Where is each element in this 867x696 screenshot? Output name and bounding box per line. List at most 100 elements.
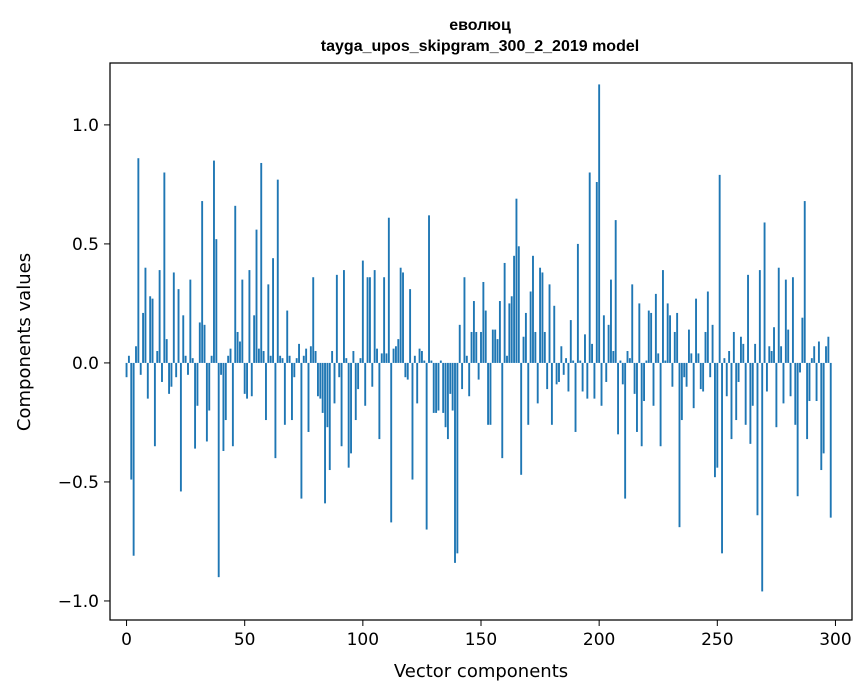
- bar: [714, 362, 716, 478]
- bar: [239, 341, 241, 363]
- y-tick-label: 0.0: [72, 354, 99, 374]
- bar: [229, 348, 232, 363]
- bar: [678, 362, 681, 528]
- bar: [203, 324, 206, 363]
- bar: [430, 360, 433, 363]
- bar: [179, 362, 182, 492]
- bar: [135, 346, 137, 363]
- y-tick-label: 0.5: [72, 235, 99, 255]
- bar: [558, 362, 560, 382]
- bar: [725, 362, 728, 397]
- x-tick-label: 100: [347, 630, 379, 650]
- bar: [333, 362, 336, 404]
- bar: [529, 291, 532, 363]
- bar: [227, 355, 230, 363]
- bar: [817, 341, 820, 363]
- bar: [158, 270, 161, 363]
- bar: [359, 358, 362, 363]
- bar: [801, 317, 804, 363]
- bar: [803, 201, 806, 363]
- bar: [231, 362, 234, 447]
- bar: [397, 339, 400, 363]
- bar: [728, 351, 731, 363]
- bar: [654, 293, 657, 363]
- bar: [472, 301, 475, 363]
- bar: [283, 362, 286, 425]
- bar: [383, 277, 386, 363]
- bar: [246, 362, 248, 399]
- bar: [820, 362, 823, 471]
- bar: [683, 362, 686, 378]
- bar: [399, 267, 402, 363]
- bar: [208, 362, 211, 411]
- bar: [130, 362, 133, 480]
- bar: [156, 351, 159, 363]
- bar: [366, 277, 369, 363]
- bar: [165, 339, 168, 363]
- bar: [241, 279, 244, 363]
- bar: [543, 331, 546, 363]
- bar: [461, 362, 464, 390]
- bar: [612, 351, 615, 363]
- bar: [371, 362, 374, 387]
- x-tick-label: 50: [234, 630, 256, 650]
- bar: [331, 351, 334, 363]
- bar: [406, 362, 409, 380]
- bar: [650, 312, 653, 363]
- bar: [657, 353, 660, 363]
- bar: [626, 351, 629, 363]
- bar: [808, 362, 811, 402]
- bar: [198, 322, 201, 363]
- bar: [392, 348, 395, 363]
- bar: [555, 362, 558, 385]
- bar: [402, 272, 404, 363]
- bar: [699, 362, 702, 390]
- bar: [340, 362, 343, 447]
- bar: [765, 362, 768, 392]
- bar: [739, 336, 742, 363]
- bar: [565, 358, 568, 363]
- bar: [730, 362, 733, 440]
- bar: [813, 346, 816, 363]
- bar: [662, 270, 664, 363]
- bar: [510, 296, 513, 363]
- bar: [685, 362, 688, 387]
- bar: [302, 355, 305, 363]
- bar: [125, 362, 128, 378]
- bar: [293, 362, 296, 378]
- bar: [172, 272, 175, 363]
- bar: [326, 362, 329, 428]
- bar: [784, 279, 787, 363]
- bar: [815, 362, 818, 402]
- bar: [196, 362, 199, 406]
- bar: [718, 174, 721, 363]
- bar: [288, 355, 291, 363]
- bar: [695, 298, 697, 363]
- bar: [480, 331, 482, 363]
- bar: [579, 360, 582, 363]
- bar: [484, 310, 487, 363]
- bar: [250, 362, 253, 397]
- bar: [501, 362, 504, 459]
- bar: [527, 362, 530, 425]
- bar: [189, 279, 192, 363]
- bar: [220, 362, 223, 375]
- bar: [491, 329, 494, 363]
- bar: [576, 243, 579, 363]
- bar: [437, 362, 440, 411]
- bar: [350, 362, 352, 454]
- bar: [404, 362, 407, 378]
- bar: [175, 362, 178, 378]
- bar: [387, 217, 390, 363]
- bar: [177, 289, 180, 363]
- bar: [548, 284, 551, 363]
- bar: [191, 358, 194, 363]
- bar: [732, 331, 735, 363]
- bar: [773, 327, 775, 363]
- bar: [737, 362, 740, 382]
- plot-frame: [109, 62, 853, 621]
- bar: [770, 351, 773, 363]
- bar: [276, 179, 279, 363]
- bar: [142, 312, 145, 363]
